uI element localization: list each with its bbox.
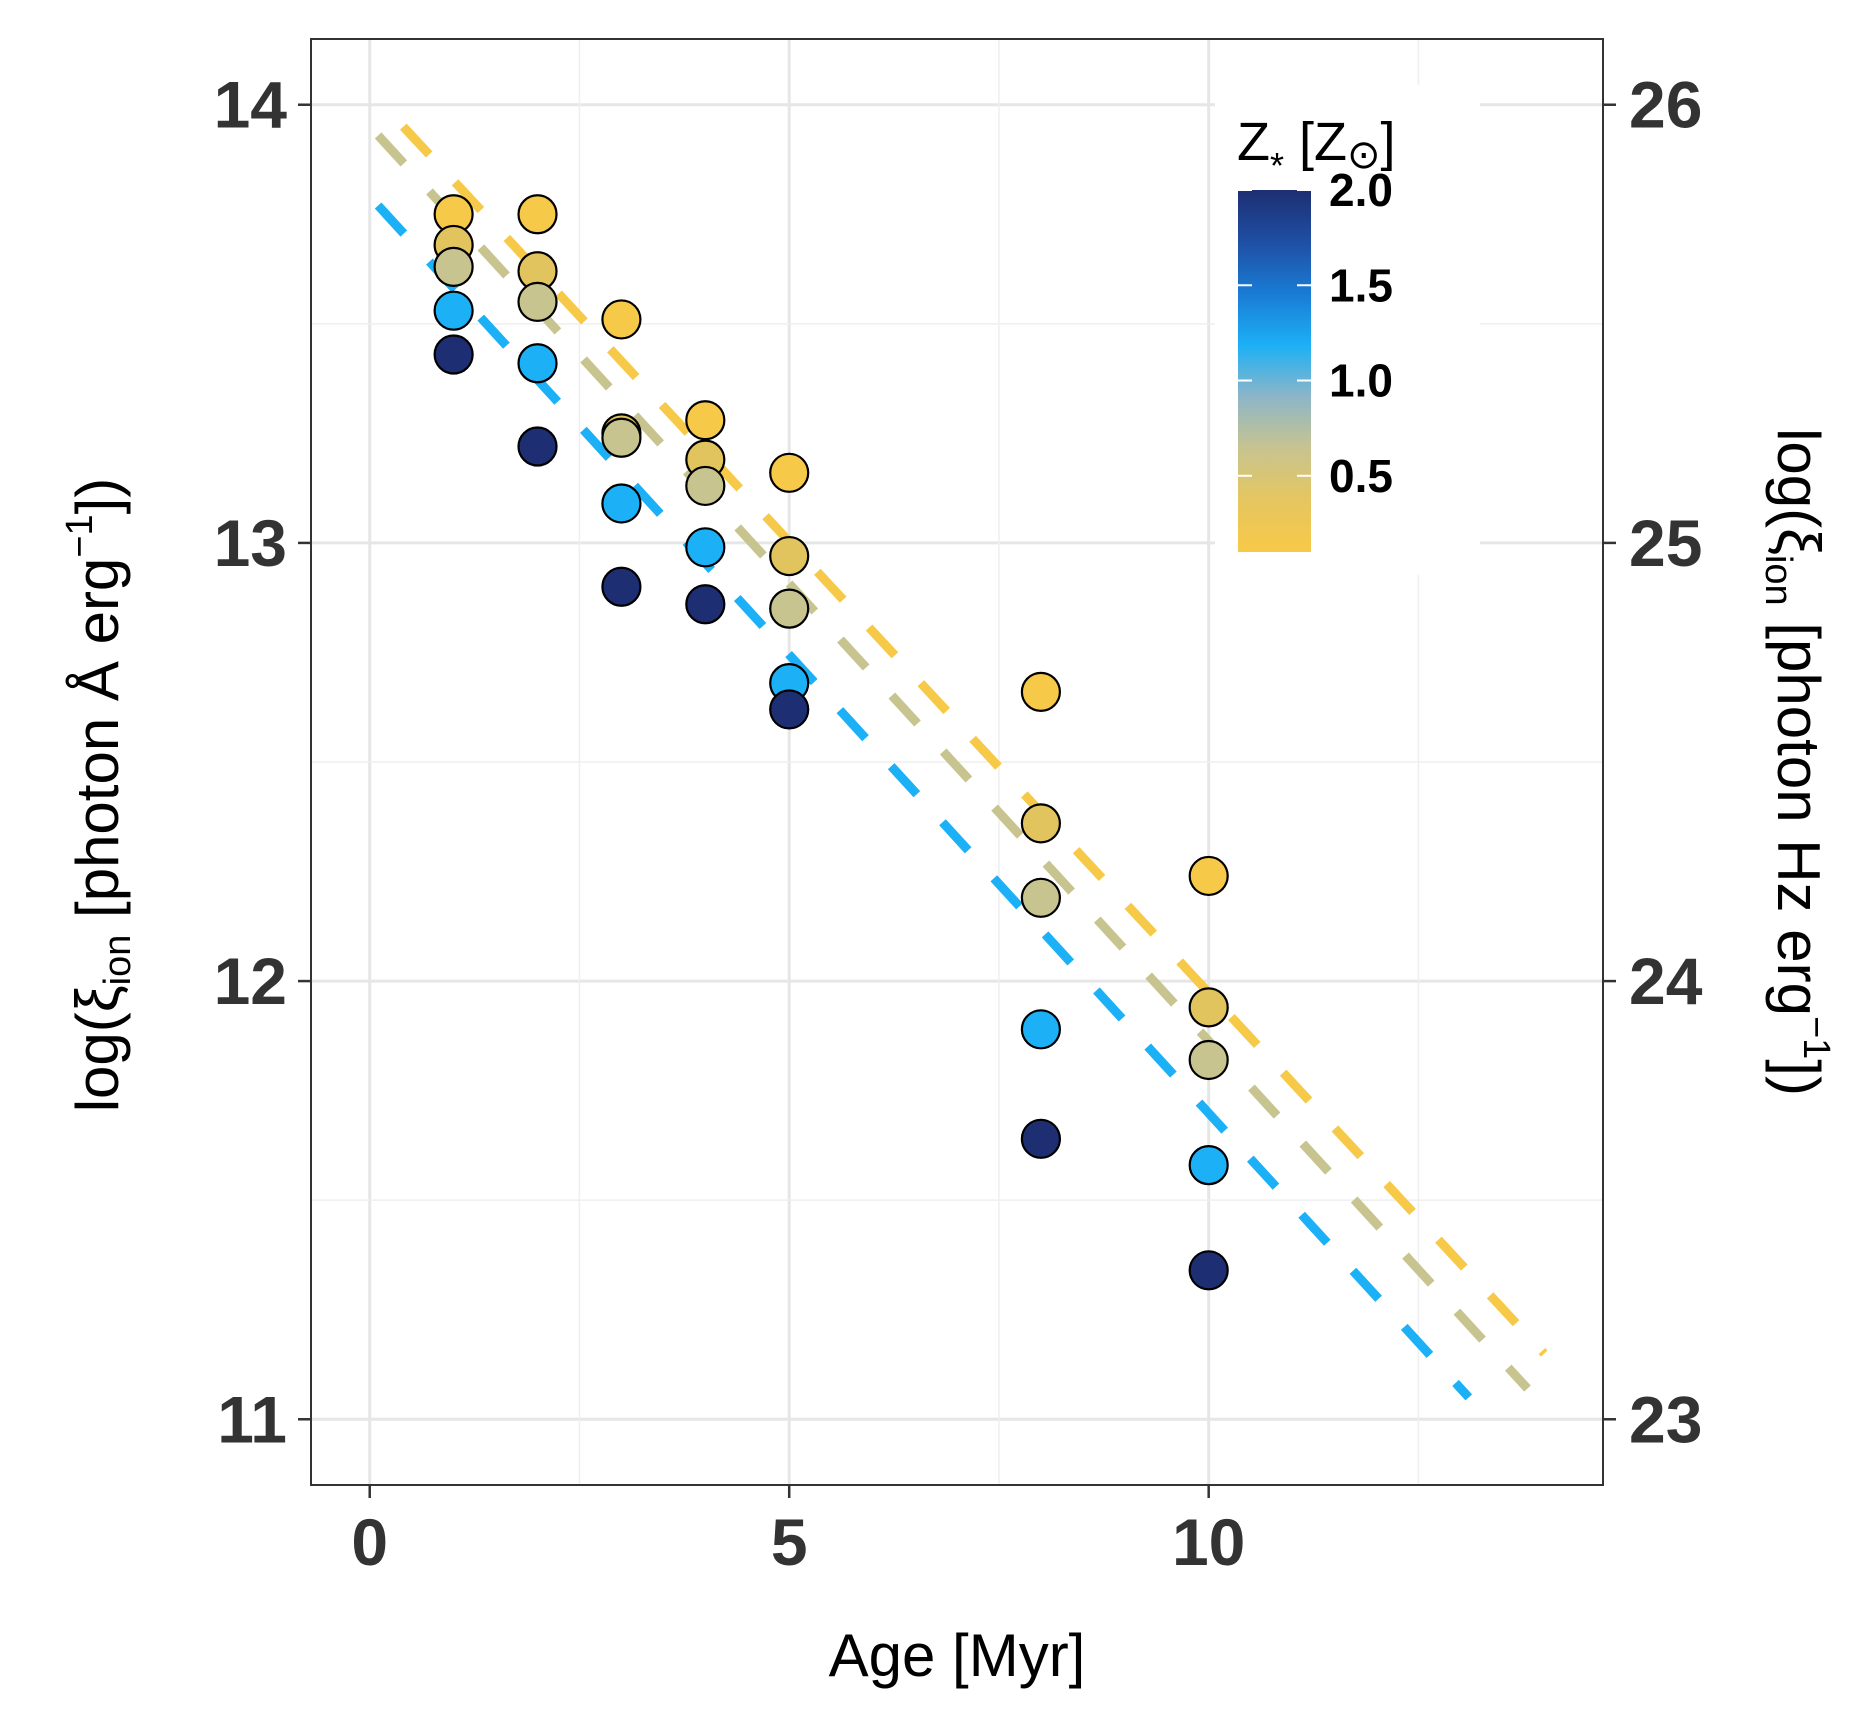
data-point bbox=[685, 465, 726, 507]
y-right-tick-label: 26 bbox=[1629, 68, 1702, 142]
y-right-tick-label: 23 bbox=[1629, 1382, 1702, 1456]
y-right-tick-label: 25 bbox=[1629, 506, 1702, 580]
data-point bbox=[601, 566, 642, 607]
data-point bbox=[601, 483, 642, 524]
fit-khaki-line bbox=[374, 132, 1531, 1392]
x-axis: 0 5 10 bbox=[351, 1485, 1245, 1579]
data-point bbox=[517, 343, 558, 384]
y-tick-label: 14 bbox=[214, 68, 288, 142]
data-point bbox=[769, 452, 810, 493]
colorbar-tick-label: 0.5 bbox=[1329, 450, 1393, 502]
x-tick-label: 10 bbox=[1172, 1505, 1245, 1579]
data-point bbox=[769, 689, 810, 730]
data-point bbox=[685, 527, 726, 568]
data-point bbox=[1020, 1118, 1061, 1159]
data-point bbox=[1188, 987, 1229, 1028]
data-point bbox=[517, 281, 558, 323]
fit-yellow-line bbox=[399, 123, 1548, 1357]
scatter-points bbox=[433, 194, 1229, 1291]
data-point bbox=[685, 400, 726, 441]
data-point bbox=[1188, 855, 1229, 897]
data-point bbox=[517, 426, 558, 467]
fit-lines bbox=[374, 123, 1548, 1401]
colorbar-ticks: 0.5 1.0 1.5 2.0 bbox=[1238, 164, 1393, 502]
data-point bbox=[769, 535, 810, 577]
data-point bbox=[601, 417, 642, 458]
data-point bbox=[1188, 1250, 1229, 1291]
x-tick-label: 0 bbox=[351, 1505, 388, 1579]
data-point bbox=[1020, 671, 1061, 712]
colorbar-tick-label: 1.0 bbox=[1329, 355, 1393, 407]
y-axis-left: 11 12 13 14 bbox=[214, 68, 311, 1456]
x-tick-label: 5 bbox=[771, 1505, 808, 1579]
y-axis-title-right: log(ξion [photon Hz erg−1]) bbox=[1757, 428, 1837, 1096]
colorbar-tick-label: 2.0 bbox=[1329, 164, 1393, 216]
data-point bbox=[769, 588, 810, 629]
y-tick-label: 12 bbox=[214, 944, 287, 1018]
colorbar-tick-label: 1.5 bbox=[1329, 259, 1393, 311]
colorbar-legend: Z* [Z⊙] 0.5 1.0 1.5 2.0 bbox=[1215, 85, 1480, 575]
legend-title: Z* [Z⊙] bbox=[1237, 112, 1396, 186]
x-axis-title: Age [Myr] bbox=[829, 1622, 1086, 1689]
colorbar bbox=[1238, 190, 1311, 552]
data-point bbox=[433, 290, 474, 331]
data-point bbox=[1020, 877, 1061, 918]
data-point bbox=[1188, 1145, 1229, 1186]
data-point bbox=[433, 334, 474, 375]
data-point bbox=[1188, 1039, 1229, 1081]
data-point bbox=[601, 299, 642, 340]
y-tick-label: 13 bbox=[214, 506, 287, 580]
data-point bbox=[1020, 1009, 1061, 1050]
data-point bbox=[517, 194, 558, 235]
y-tick-label: 11 bbox=[217, 1382, 287, 1456]
y-axis-title-left: log(ξion [photon Å erg−1]) bbox=[59, 478, 139, 1113]
y-right-tick-label: 24 bbox=[1629, 944, 1703, 1018]
data-point bbox=[1020, 803, 1061, 844]
data-point bbox=[685, 584, 726, 625]
data-point bbox=[433, 246, 474, 287]
plot-border bbox=[310, 38, 1604, 1486]
y-axis-right: 23 24 25 26 bbox=[1603, 68, 1703, 1456]
